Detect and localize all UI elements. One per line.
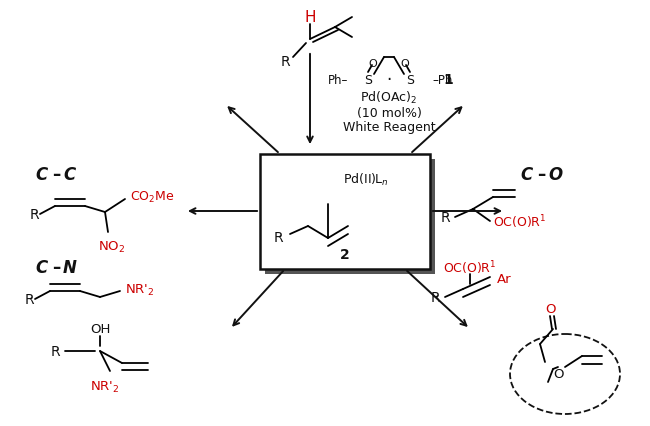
Text: Ar: Ar	[497, 273, 512, 286]
Bar	[265, 160, 435, 274]
Text: White Reagent: White Reagent	[343, 121, 436, 134]
Text: R: R	[440, 210, 450, 225]
Text: R: R	[280, 55, 290, 69]
Text: R: R	[430, 290, 440, 304]
Text: ·: ·	[386, 71, 391, 89]
Text: (10 mol%): (10 mol%)	[357, 106, 421, 119]
Text: C: C	[35, 166, 47, 184]
Text: C: C	[520, 166, 532, 184]
Text: OH: OH	[90, 323, 110, 336]
Text: 1: 1	[443, 73, 453, 87]
Text: O: O	[552, 368, 564, 380]
Text: NR'$_2$: NR'$_2$	[90, 379, 120, 394]
Text: –Ph: –Ph	[432, 73, 452, 86]
Text: S: S	[406, 73, 414, 86]
Text: NO$_2$: NO$_2$	[98, 239, 125, 254]
Text: O: O	[400, 59, 410, 69]
Text: C: C	[63, 166, 75, 184]
Text: N: N	[63, 259, 77, 276]
Text: OC(O)R$^1$: OC(O)R$^1$	[493, 213, 546, 230]
Text: Pd(II)L$_n$: Pd(II)L$_n$	[343, 172, 388, 187]
Text: –: –	[52, 166, 60, 184]
Text: –: –	[52, 259, 60, 276]
Text: O: O	[545, 303, 555, 316]
Text: S: S	[364, 73, 372, 86]
Bar	[260, 155, 430, 269]
Text: Ph–: Ph–	[328, 73, 348, 86]
Text: NR'$_2$: NR'$_2$	[125, 282, 154, 297]
Text: O: O	[548, 166, 562, 184]
Text: H: H	[304, 11, 316, 26]
Text: CO$_2$Me: CO$_2$Me	[130, 189, 174, 204]
Text: R: R	[30, 207, 40, 222]
Text: R: R	[25, 292, 34, 306]
Text: C: C	[35, 259, 47, 276]
Text: O: O	[369, 59, 378, 69]
Text: OC(O)R$^1$: OC(O)R$^1$	[443, 259, 497, 276]
Text: R: R	[273, 230, 283, 245]
Text: –: –	[537, 166, 545, 184]
Text: 2: 2	[340, 248, 350, 262]
Text: R: R	[50, 344, 60, 358]
Text: Pd(OAc)$_2$: Pd(OAc)$_2$	[360, 90, 417, 106]
